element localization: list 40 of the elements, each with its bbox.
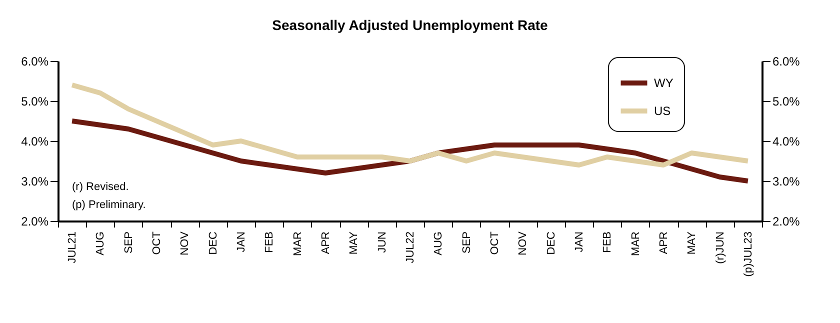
x-tick-label: MAY — [348, 230, 360, 255]
x-tick-label: (p)JUL23 — [742, 232, 754, 277]
x-tick-label: MAY — [686, 230, 698, 255]
x-tick-label: APR — [320, 231, 332, 254]
y2-tick-label: 2.0% — [772, 214, 800, 228]
legend-label: WY — [654, 76, 674, 90]
x-tick-label: NOV — [517, 230, 530, 256]
x-tick-label: FEB — [264, 232, 276, 253]
x-tick-label: DEC — [207, 231, 220, 255]
annotation: (p) Preliminary. — [72, 199, 146, 211]
x-tick-label: OCT — [151, 231, 164, 255]
y2-tick-label: 3.0% — [772, 174, 800, 188]
x-tick-label: FEB — [602, 232, 614, 253]
y-tick-label: 5.0% — [21, 94, 49, 108]
x-tick-label: SEP — [122, 232, 135, 254]
x-tick-label: NOV — [179, 230, 192, 256]
x-tick-label: MAR — [292, 231, 304, 256]
x-tick-label: AUG — [94, 232, 107, 256]
x-tick-label: JUL22 — [404, 232, 416, 264]
x-tick-label: JAN — [573, 231, 586, 252]
y-tick-label: 2.0% — [21, 214, 49, 228]
x-tick-label: JUL21 — [66, 232, 79, 264]
y2-tick-label: 6.0% — [772, 54, 800, 68]
chart-title: Seasonally Adjusted Unemployment Rate — [272, 17, 548, 33]
x-tick-label: JAN — [236, 231, 248, 252]
x-tick-label: SEP — [460, 232, 473, 254]
legend-label: US — [654, 104, 671, 118]
y2-tick-label: 4.0% — [772, 134, 800, 148]
x-tick-label: OCT — [488, 231, 501, 255]
x-tick-label: (r)JUN — [714, 231, 726, 264]
x-tick-label: JUN — [376, 231, 388, 253]
x-tick-label: MAR — [630, 231, 642, 256]
x-tick-label: APR — [658, 231, 670, 254]
y-tick-label: 3.0% — [21, 174, 49, 188]
x-tick-label: AUG — [432, 232, 445, 256]
x-tick-label: DEC — [545, 231, 558, 255]
y-tick-label: 4.0% — [21, 134, 49, 148]
y-tick-label: 6.0% — [21, 54, 49, 68]
y2-tick-label: 5.0% — [772, 94, 800, 108]
annotation: (r) Revised. — [72, 181, 129, 193]
